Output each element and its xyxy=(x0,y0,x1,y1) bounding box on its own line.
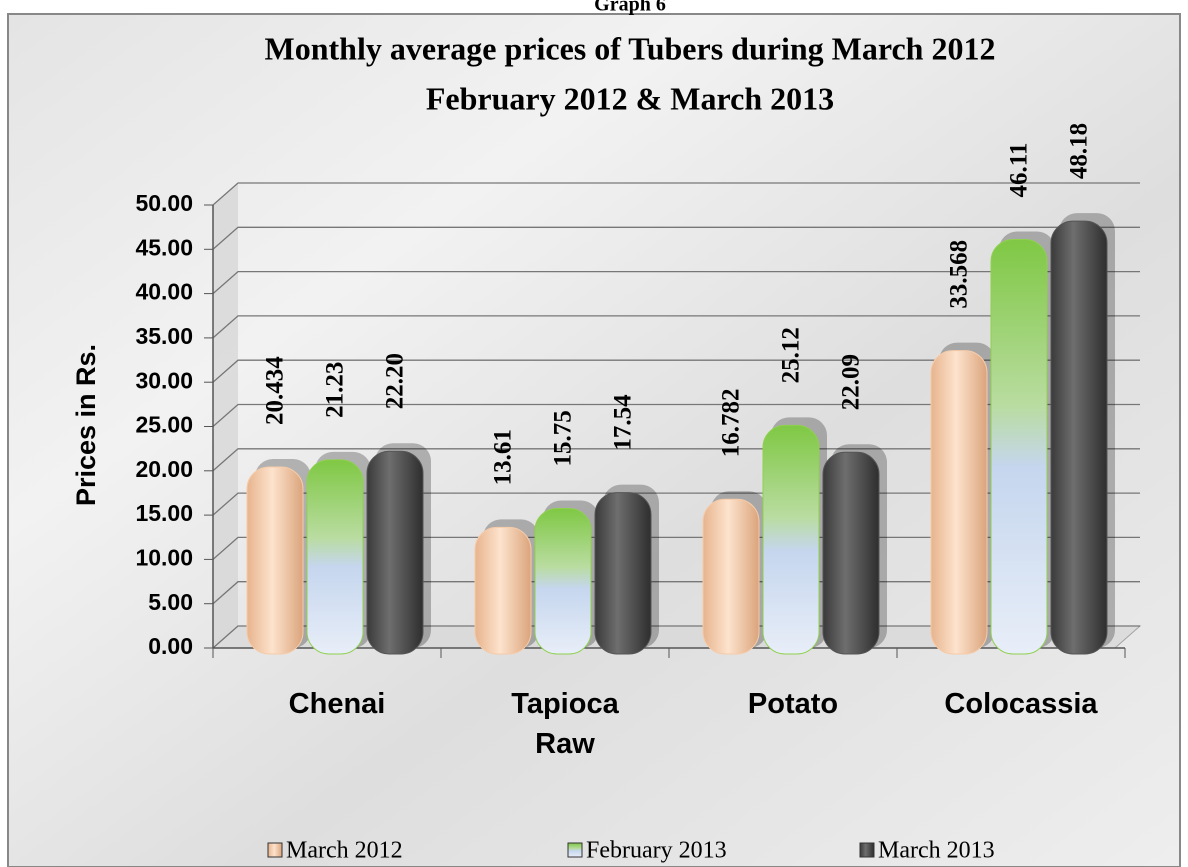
grid-line xyxy=(212,226,1140,250)
legend-swatch xyxy=(567,842,583,858)
grid-line xyxy=(212,359,1140,383)
y-tick-label: 40.00 xyxy=(135,279,193,305)
y-tick-label: 30.00 xyxy=(135,367,193,393)
grid-line xyxy=(212,182,1140,206)
data-label: 22.20 xyxy=(382,353,409,409)
bar xyxy=(762,424,820,655)
bar xyxy=(246,466,304,655)
data-label: 20.434 xyxy=(262,356,289,425)
data-label: 25.12 xyxy=(778,327,805,383)
grid-line xyxy=(212,448,1140,472)
bar xyxy=(474,526,532,655)
grid-line xyxy=(212,403,1140,427)
y-tick-label: 20.00 xyxy=(135,456,193,482)
chart-subtitle: February 2012 & March 2013 xyxy=(426,80,834,116)
x-tick-label: Colocassia xyxy=(944,688,1098,720)
grid-line xyxy=(212,270,1140,295)
bar xyxy=(1050,220,1108,655)
grid-line xyxy=(212,315,1140,339)
y-tick-label: 35.00 xyxy=(135,323,193,349)
y-tick-label: 45.00 xyxy=(135,234,193,260)
y-tick-label: 10.00 xyxy=(135,544,193,570)
y-tick-label: 25.00 xyxy=(135,412,193,438)
x-tick-label: Chenai xyxy=(288,688,386,720)
legend-swatch xyxy=(859,842,875,858)
bar xyxy=(822,451,880,655)
chart-title: Monthly average prices of Tubers during … xyxy=(265,30,996,66)
bar xyxy=(306,459,364,655)
bar xyxy=(990,238,1048,655)
data-label: 33.568 xyxy=(946,240,973,309)
data-label: 15.75 xyxy=(550,410,577,466)
y-tick-label: 50.00 xyxy=(135,190,193,216)
data-label: 48.18 xyxy=(1066,123,1093,179)
x-tick-label: Potato xyxy=(747,688,839,720)
data-label: 16.782 xyxy=(718,389,745,458)
legend-label: February 2013 xyxy=(586,838,727,864)
bar xyxy=(366,450,424,655)
y-axis-label: Prices in Rs. xyxy=(71,344,101,506)
y-tick-label: 5.00 xyxy=(148,589,193,615)
bar xyxy=(594,492,652,655)
data-label: 21.23 xyxy=(322,362,349,418)
x-tick-label: Tapioca Raw xyxy=(511,688,619,760)
legend-label: March 2013 xyxy=(878,838,995,864)
data-label: 13.61 xyxy=(490,429,517,485)
data-label: 46.11 xyxy=(1006,143,1033,198)
y-tick-label: 15.00 xyxy=(135,500,193,526)
data-label: 22.09 xyxy=(838,354,865,410)
legend-swatch xyxy=(267,842,283,858)
bar xyxy=(930,350,988,655)
bar xyxy=(534,507,592,655)
heading: Graph 6 xyxy=(594,0,666,16)
bar xyxy=(702,498,760,655)
data-label: 17.54 xyxy=(610,394,637,451)
legend-label: March 2012 xyxy=(286,838,403,864)
y-tick-label: 0.00 xyxy=(148,633,193,659)
